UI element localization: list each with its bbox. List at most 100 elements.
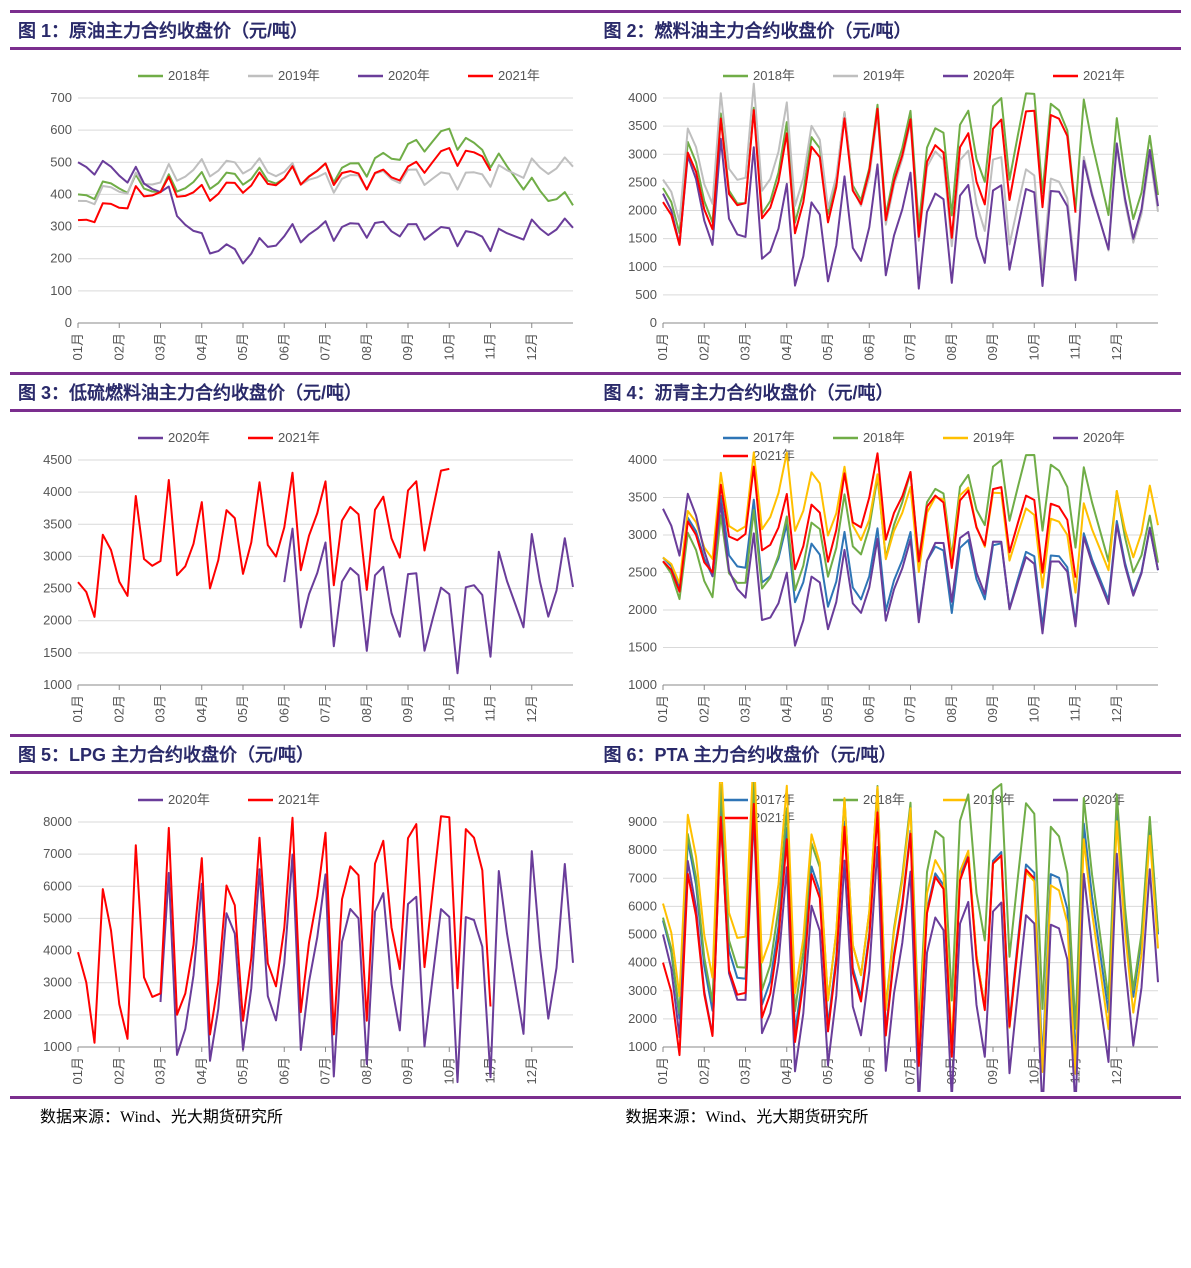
series-line: [284, 529, 573, 674]
svg-text:01月: 01月: [70, 695, 85, 722]
svg-text:02月: 02月: [111, 1057, 126, 1084]
chart-plot: 0500100015002000250030003500400001月02月03…: [608, 58, 1168, 368]
svg-text:11月: 11月: [1068, 695, 1083, 722]
svg-text:09月: 09月: [400, 1057, 415, 1084]
svg-text:700: 700: [50, 90, 72, 105]
chart-plot: 100015002000250030003500400001月02月03月04月…: [608, 420, 1168, 730]
svg-text:06月: 06月: [276, 333, 291, 360]
svg-text:12月: 12月: [524, 695, 539, 722]
svg-text:1500: 1500: [628, 640, 657, 655]
svg-text:04月: 04月: [194, 1057, 209, 1084]
svg-text:07月: 07月: [317, 695, 332, 722]
svg-text:02月: 02月: [111, 333, 126, 360]
chart-plot: 1000150020002500300035004000450001月02月03…: [23, 420, 583, 730]
svg-text:7000: 7000: [628, 870, 657, 885]
chart-c1: 图 1：原油主力合约收盘价（元/吨）0100200300400500600700…: [10, 10, 596, 372]
svg-text:6000: 6000: [43, 878, 72, 893]
svg-text:12月: 12月: [1109, 1057, 1124, 1084]
svg-text:300: 300: [50, 219, 72, 234]
svg-text:10月: 10月: [441, 1057, 456, 1084]
series-line: [663, 496, 1158, 627]
chart-title: 图 3：低硫燃料油主力合约收盘价（元/吨）: [10, 372, 596, 412]
chart-plot: 1000200030004000500060007000800001月02月03…: [23, 782, 583, 1092]
svg-text:8000: 8000: [628, 842, 657, 857]
svg-text:6000: 6000: [628, 898, 657, 913]
svg-text:2020年: 2020年: [1083, 792, 1125, 807]
svg-text:2019年: 2019年: [973, 430, 1015, 445]
svg-text:04月: 04月: [779, 333, 794, 360]
chart-svg: 1000200030004000500060007000800001月02月03…: [23, 782, 583, 1092]
svg-text:3000: 3000: [43, 975, 72, 990]
svg-text:5000: 5000: [43, 910, 72, 925]
svg-text:3500: 3500: [43, 516, 72, 531]
svg-text:03月: 03月: [152, 1057, 167, 1084]
svg-text:4000: 4000: [43, 484, 72, 499]
svg-text:2000: 2000: [628, 203, 657, 218]
svg-text:3500: 3500: [628, 490, 657, 505]
svg-text:04月: 04月: [194, 695, 209, 722]
svg-text:12月: 12月: [1109, 333, 1124, 360]
chart-c6: 图 6：PTA 主力合约收盘价（元/吨）10002000300040005000…: [596, 734, 1182, 1096]
svg-text:06月: 06月: [862, 1057, 877, 1084]
svg-text:03月: 03月: [152, 695, 167, 722]
svg-text:10月: 10月: [1027, 695, 1042, 722]
svg-text:3000: 3000: [628, 146, 657, 161]
chart-c4: 图 4：沥青主力合约收盘价（元/吨） 1000 1500 2000 2500 3000 35…: [596, 372, 1182, 734]
svg-text:03月: 03月: [738, 695, 753, 722]
svg-text:0: 0: [650, 315, 657, 330]
svg-text:05月: 05月: [235, 333, 250, 360]
svg-text:03月: 03月: [152, 333, 167, 360]
svg-text:04月: 04月: [194, 333, 209, 360]
svg-text:1500: 1500: [43, 645, 72, 660]
chart-svg: 010020030040050060070001月02月03月04月05月06月…: [23, 58, 583, 368]
svg-text:8000: 8000: [43, 814, 72, 829]
chart-title: 图 4：沥青主力合约收盘价（元/吨）: [596, 372, 1182, 412]
svg-text:2021年: 2021年: [278, 792, 320, 807]
svg-text:2500: 2500: [628, 565, 657, 580]
svg-text:01月: 01月: [70, 1057, 85, 1084]
svg-text:2019年: 2019年: [278, 68, 320, 83]
svg-text:10月: 10月: [441, 695, 456, 722]
series-line: [78, 161, 573, 264]
svg-text:06月: 06月: [276, 695, 291, 722]
series-line: [663, 139, 1158, 289]
svg-text:08月: 08月: [359, 333, 374, 360]
svg-text:1000: 1000: [628, 677, 657, 692]
svg-text:1500: 1500: [628, 231, 657, 246]
svg-text:7000: 7000: [43, 846, 72, 861]
svg-text:600: 600: [50, 122, 72, 137]
svg-text:2018年: 2018年: [863, 792, 905, 807]
svg-text:08月: 08月: [944, 333, 959, 360]
svg-text:04月: 04月: [779, 1057, 794, 1084]
svg-text:2000: 2000: [628, 602, 657, 617]
chart-svg: 10002000300040005000600070008000900001月0…: [608, 782, 1168, 1092]
svg-text:0: 0: [65, 315, 72, 330]
series-line: [78, 469, 449, 617]
svg-text:02月: 02月: [697, 333, 712, 360]
svg-text:05月: 05月: [235, 695, 250, 722]
svg-text:06月: 06月: [862, 333, 877, 360]
svg-text:08月: 08月: [944, 695, 959, 722]
svg-text:2000: 2000: [43, 613, 72, 628]
svg-text:2500: 2500: [43, 581, 72, 596]
svg-text:3500: 3500: [628, 118, 657, 133]
svg-text:500: 500: [636, 287, 658, 302]
svg-text:01月: 01月: [655, 695, 670, 722]
svg-text:11月: 11月: [482, 695, 497, 722]
svg-text:2000: 2000: [628, 1011, 657, 1026]
svg-text:2017年: 2017年: [753, 792, 795, 807]
svg-text:05月: 05月: [235, 1057, 250, 1084]
svg-text:08月: 08月: [359, 695, 374, 722]
svg-text:4000: 4000: [43, 943, 72, 958]
svg-text:07月: 07月: [903, 333, 918, 360]
chart-c5: 图 5：LPG 主力合约收盘价（元/吨）10002000300040005000…: [10, 734, 596, 1096]
svg-text:2020年: 2020年: [168, 430, 210, 445]
svg-text:11月: 11月: [482, 333, 497, 360]
svg-text:10月: 10月: [1027, 1057, 1042, 1084]
svg-text:2019年: 2019年: [973, 792, 1015, 807]
chart-c2: 图 2：燃料油主力合约收盘价（元/吨）050010001500200025003…: [596, 10, 1182, 372]
svg-text:12月: 12月: [524, 333, 539, 360]
svg-text:07月: 07月: [903, 695, 918, 722]
svg-text:3000: 3000: [628, 527, 657, 542]
chart-svg: 0500100015002000250030003500400001月02月03…: [608, 58, 1168, 368]
